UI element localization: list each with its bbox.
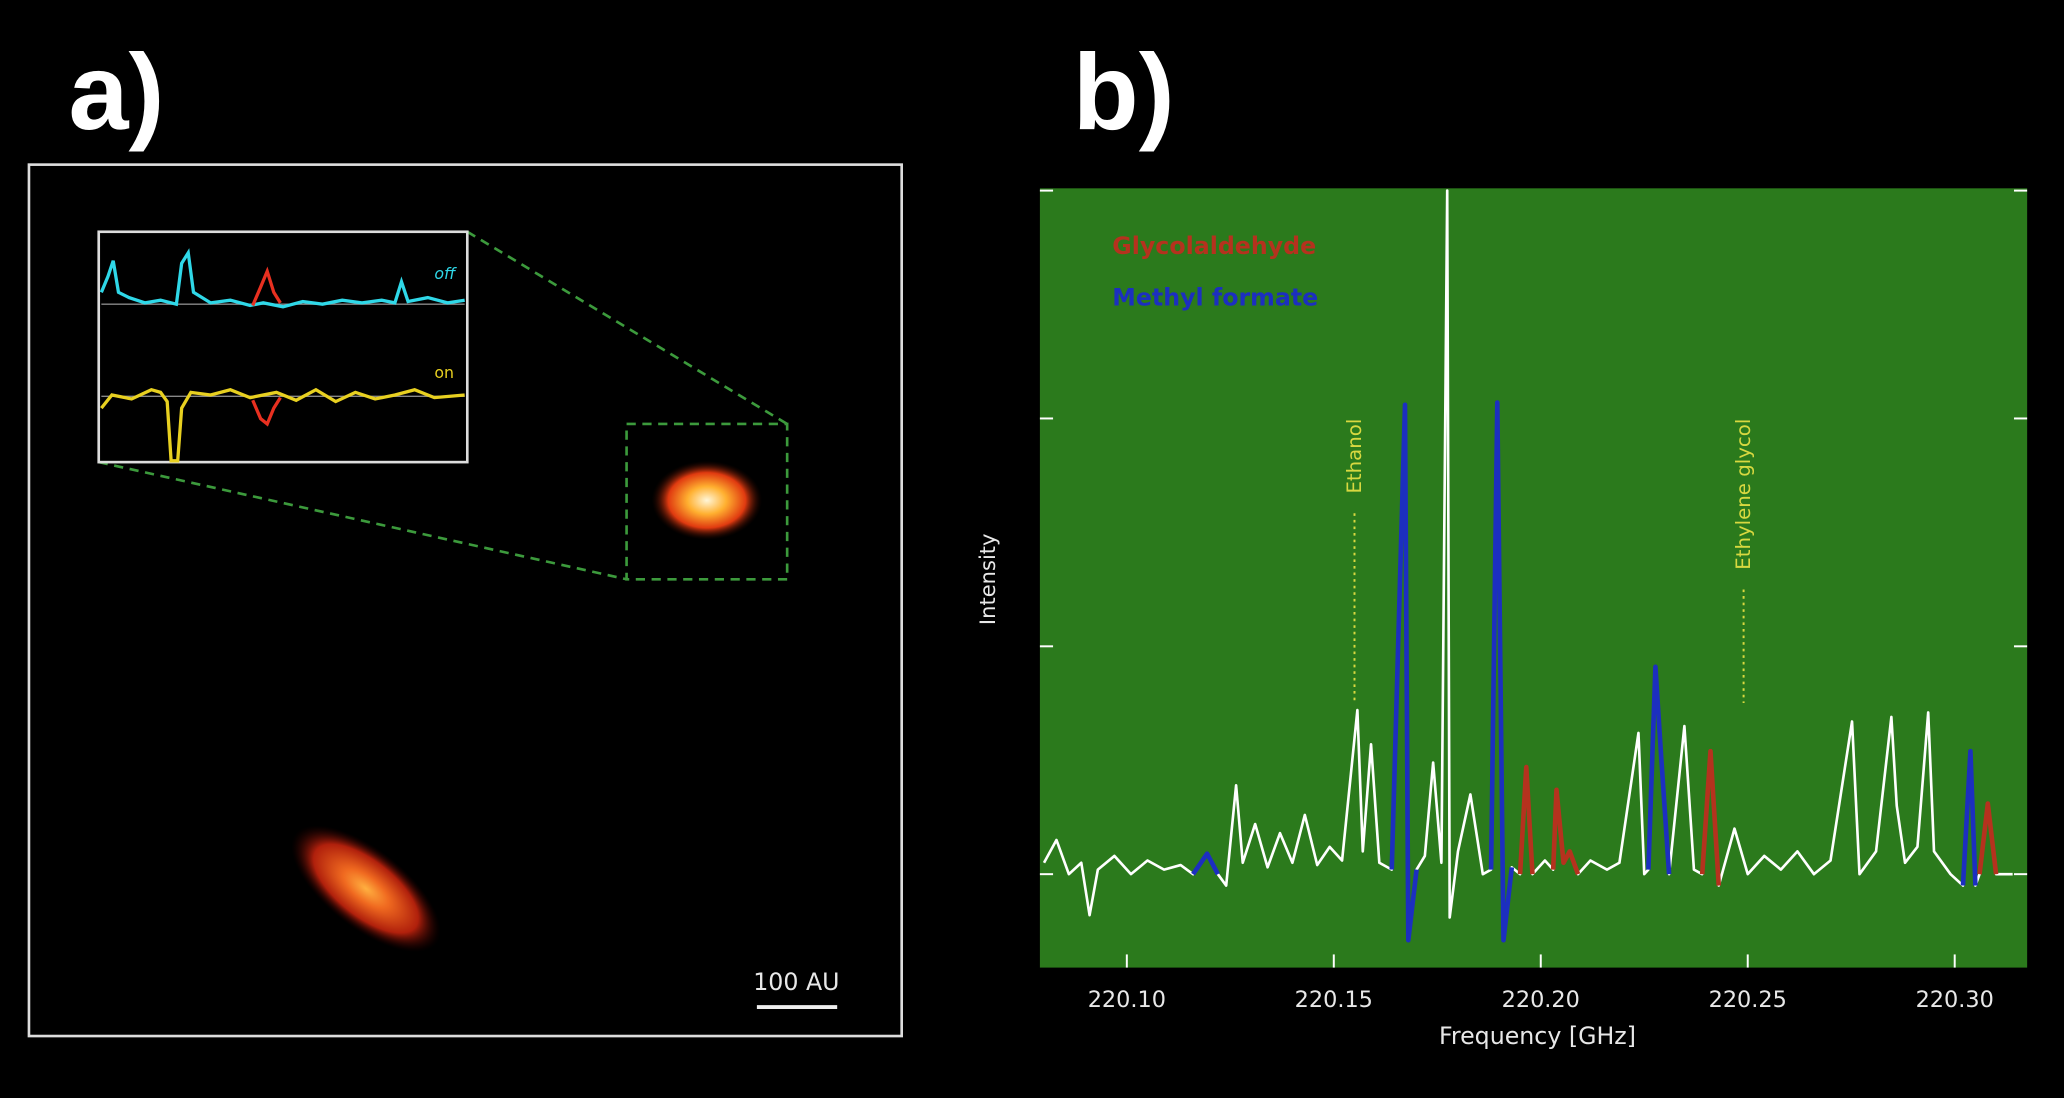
spectrum-line: [1191, 400, 1978, 943]
panel-a: off on 100 AU: [27, 163, 903, 1038]
inset: [97, 230, 469, 464]
inset-label: on: [434, 363, 454, 382]
inset-trace-on: [100, 387, 465, 463]
source-blob: [291, 825, 441, 952]
inset-label: off: [434, 264, 457, 283]
zoom-box: [625, 422, 789, 581]
spectrum-line: [1517, 748, 1999, 886]
x-axis-label: Frequency [GHz]: [1439, 1022, 1636, 1050]
image-frame: [27, 163, 903, 1038]
x-tick-label: 220.25: [1709, 987, 1787, 1013]
x-tick-label: 220.10: [1088, 987, 1166, 1013]
x-tick-label: 220.30: [1916, 987, 1994, 1013]
x-tick-label: 220.20: [1502, 987, 1580, 1013]
panel-b: Frequency [GHz] Intensity 220.10 220.15 22…: [975, 188, 2028, 1050]
plot-area: [1039, 188, 2028, 968]
inset-line: [251, 396, 282, 427]
legend-entry: Methyl formate: [1112, 283, 1318, 311]
scale-bar-label: 100 AU: [753, 968, 839, 996]
panel-label: b): [1073, 31, 1175, 152]
source-blob: [651, 460, 763, 540]
x-tick-label: 220.15: [1295, 987, 1373, 1013]
panel-label: a): [68, 31, 164, 152]
annotation: Ethylene glycol: [1732, 419, 1755, 570]
zoom-line: [98, 460, 627, 581]
inset-trace-off: [99, 248, 465, 309]
y-axis-label: Intensity: [975, 533, 1000, 625]
annotation: Ethanol: [1343, 419, 1366, 494]
inset-line: [251, 266, 282, 307]
legend-entry: Glycolaldehyde: [1112, 232, 1316, 260]
